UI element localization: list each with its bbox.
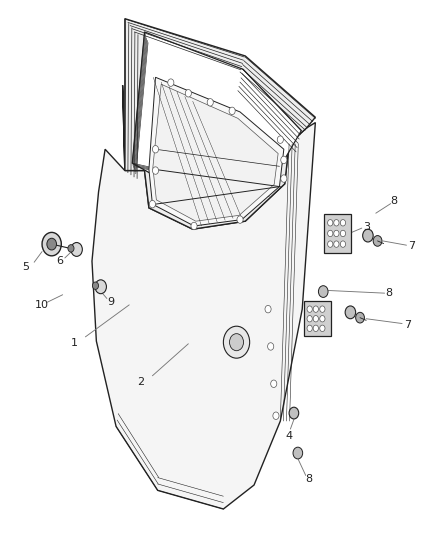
Circle shape	[334, 241, 339, 247]
Text: 8: 8	[385, 288, 392, 298]
Circle shape	[318, 286, 328, 297]
Circle shape	[320, 325, 325, 332]
Circle shape	[334, 230, 339, 237]
Circle shape	[373, 236, 382, 246]
Polygon shape	[132, 32, 301, 193]
Circle shape	[42, 232, 61, 256]
Circle shape	[328, 220, 333, 226]
Circle shape	[207, 99, 213, 106]
Text: 8: 8	[305, 474, 312, 483]
Circle shape	[363, 229, 373, 242]
Circle shape	[92, 282, 99, 289]
Circle shape	[313, 325, 318, 332]
Circle shape	[277, 136, 283, 143]
Polygon shape	[92, 85, 315, 509]
Text: 2: 2	[138, 377, 145, 387]
Circle shape	[320, 306, 325, 312]
Circle shape	[237, 216, 243, 223]
Circle shape	[313, 306, 318, 312]
Circle shape	[185, 90, 191, 97]
Text: 7: 7	[408, 241, 415, 251]
Circle shape	[152, 146, 159, 153]
Circle shape	[271, 380, 277, 387]
Circle shape	[320, 316, 325, 322]
Text: 1: 1	[71, 338, 78, 348]
Circle shape	[334, 220, 339, 226]
Text: 3: 3	[364, 222, 371, 231]
Circle shape	[340, 230, 346, 237]
Circle shape	[71, 243, 82, 256]
Text: 9: 9	[107, 297, 114, 306]
Circle shape	[307, 306, 312, 312]
Circle shape	[328, 241, 333, 247]
Text: 10: 10	[35, 300, 49, 310]
Circle shape	[307, 325, 312, 332]
Text: 8: 8	[390, 197, 397, 206]
FancyBboxPatch shape	[304, 301, 331, 336]
Text: 5: 5	[22, 262, 29, 271]
Circle shape	[191, 222, 197, 230]
Text: 4: 4	[286, 431, 293, 441]
Circle shape	[68, 245, 74, 252]
Text: 7: 7	[404, 320, 411, 330]
Circle shape	[268, 343, 274, 350]
Circle shape	[149, 200, 155, 208]
FancyBboxPatch shape	[324, 214, 351, 253]
Circle shape	[95, 280, 106, 294]
Circle shape	[230, 334, 244, 351]
Circle shape	[345, 306, 356, 319]
Circle shape	[223, 326, 250, 358]
Polygon shape	[153, 84, 278, 221]
Circle shape	[281, 156, 287, 164]
Circle shape	[229, 107, 235, 115]
Circle shape	[356, 312, 364, 323]
Text: 6: 6	[56, 256, 63, 266]
Polygon shape	[149, 77, 284, 226]
Circle shape	[47, 238, 57, 250]
Circle shape	[289, 407, 299, 419]
Circle shape	[313, 316, 318, 322]
Circle shape	[340, 220, 346, 226]
Circle shape	[265, 305, 271, 313]
Polygon shape	[125, 19, 315, 229]
Circle shape	[152, 167, 159, 174]
Circle shape	[273, 412, 279, 419]
Circle shape	[281, 175, 287, 182]
Circle shape	[307, 316, 312, 322]
Circle shape	[328, 230, 333, 237]
Circle shape	[293, 447, 303, 459]
Circle shape	[168, 79, 174, 86]
Circle shape	[340, 241, 346, 247]
